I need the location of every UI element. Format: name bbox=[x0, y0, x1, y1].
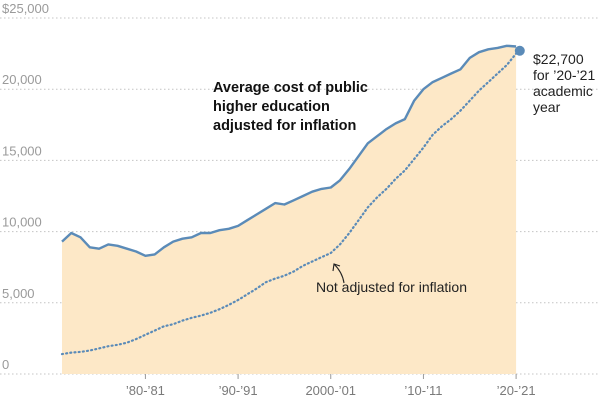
x-tick-label: ’90-’91 bbox=[219, 383, 258, 398]
end-label-line-2: for ’20-’21 bbox=[533, 67, 595, 83]
x-tick-label: ’20-’21 bbox=[497, 383, 536, 398]
series-line-not-adjusted bbox=[60, 52, 518, 356]
y-tick-label: 20,000 bbox=[2, 72, 42, 87]
y-tick-label: 15,000 bbox=[2, 143, 42, 158]
y-tick-label: 0 bbox=[2, 357, 9, 372]
chart-title-line-1: Average cost of public bbox=[213, 80, 368, 96]
x-tick-label: ’10-’11 bbox=[404, 383, 442, 398]
x-tick-label: ’80-’81 bbox=[126, 383, 165, 398]
chart-title: Average cost of public higher education … bbox=[213, 80, 372, 134]
end-label-line-4: year bbox=[533, 99, 561, 115]
y-tick-label: $25,000 bbox=[2, 1, 49, 16]
chart-title-line-2: higher education bbox=[213, 99, 330, 115]
x-tick-label: 2000-’01 bbox=[305, 383, 356, 398]
area-fill-adjusted bbox=[62, 45, 517, 375]
x-tick-labels: ’80-’81 ’90-’91 2000-’01 ’10-’11 ’20-’21 bbox=[126, 374, 536, 398]
y-tick-label: 5,000 bbox=[2, 286, 35, 301]
y-tick-labels: 0 5,000 10,000 15,000 20,000 $25,000 bbox=[2, 1, 49, 372]
end-point-label: $22,700 for ’20-’21 academic year bbox=[533, 51, 599, 115]
annotation-not-adjusted: Not adjusted for inflation bbox=[316, 279, 467, 295]
series-line-adjusted bbox=[61, 44, 517, 257]
annotation-arrow bbox=[333, 263, 345, 284]
end-point-dot bbox=[514, 45, 525, 56]
end-label-line-1: $22,700 bbox=[533, 51, 584, 67]
annotation-arrowhead bbox=[332, 263, 341, 272]
end-label-line-3: academic bbox=[533, 83, 593, 99]
chart-title-line-3: adjusted for inflation bbox=[213, 118, 356, 134]
y-tick-label: 10,000 bbox=[2, 215, 42, 230]
